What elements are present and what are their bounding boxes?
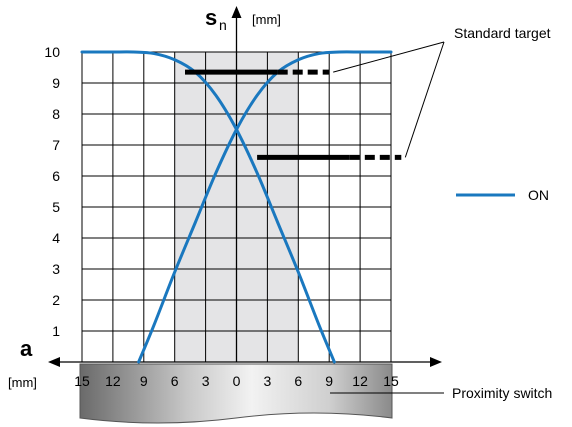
- proximity-switch-body: [79, 363, 393, 424]
- y-tick-label: 1: [52, 323, 60, 339]
- x-tick-label: 12: [352, 373, 368, 389]
- y-axis-unit: [mm]: [252, 12, 281, 27]
- y-tick-label: 2: [52, 292, 60, 308]
- y-tick-label: 10: [44, 44, 60, 60]
- legend-label: ON: [528, 187, 549, 203]
- x-axis-label: a: [20, 336, 33, 361]
- x-tick-label: 15: [383, 373, 399, 389]
- x-tick-label: 15: [74, 373, 90, 389]
- legend: ON: [456, 187, 549, 203]
- y-axis-arrow: [231, 6, 242, 18]
- curves: [80, 50, 393, 364]
- series-curve-1: [137, 50, 393, 364]
- y-tick-label: 8: [52, 106, 60, 122]
- proximity-switch-label: Proximity switch: [452, 385, 552, 401]
- standard-target-label: Standard target: [454, 25, 551, 41]
- y-tick-label: 7: [52, 137, 60, 153]
- y-tick-label: 6: [52, 168, 60, 184]
- x-tick-label: 0: [233, 373, 241, 389]
- x-tick-label: 3: [202, 373, 210, 389]
- series-curve-2: [80, 50, 336, 364]
- y-tick-label: 3: [52, 261, 60, 277]
- x-tick-label: 3: [264, 373, 272, 389]
- x-axis-unit: [mm]: [8, 375, 37, 390]
- callout-line-1: [333, 41, 445, 73]
- x-tick-label: 6: [171, 373, 179, 389]
- x-tick-label: 9: [140, 373, 148, 389]
- standard-target-callouts: [333, 41, 445, 158]
- x-tick-label: 6: [294, 373, 302, 389]
- callout-line-2: [404, 41, 445, 158]
- y-tick-label: 4: [52, 230, 60, 246]
- y-axis-label: s: [205, 5, 217, 30]
- x-tick-label: 9: [325, 373, 333, 389]
- x-axis-arrow-left: [48, 357, 60, 367]
- y-tick-label: 5: [52, 199, 60, 215]
- standard-targets: [185, 69, 402, 160]
- y-axis-label-subscript: n: [219, 17, 227, 33]
- x-axis-arrow-right: [430, 357, 442, 367]
- x-tick-label: 12: [105, 373, 121, 389]
- y-tick-label: 9: [52, 75, 60, 91]
